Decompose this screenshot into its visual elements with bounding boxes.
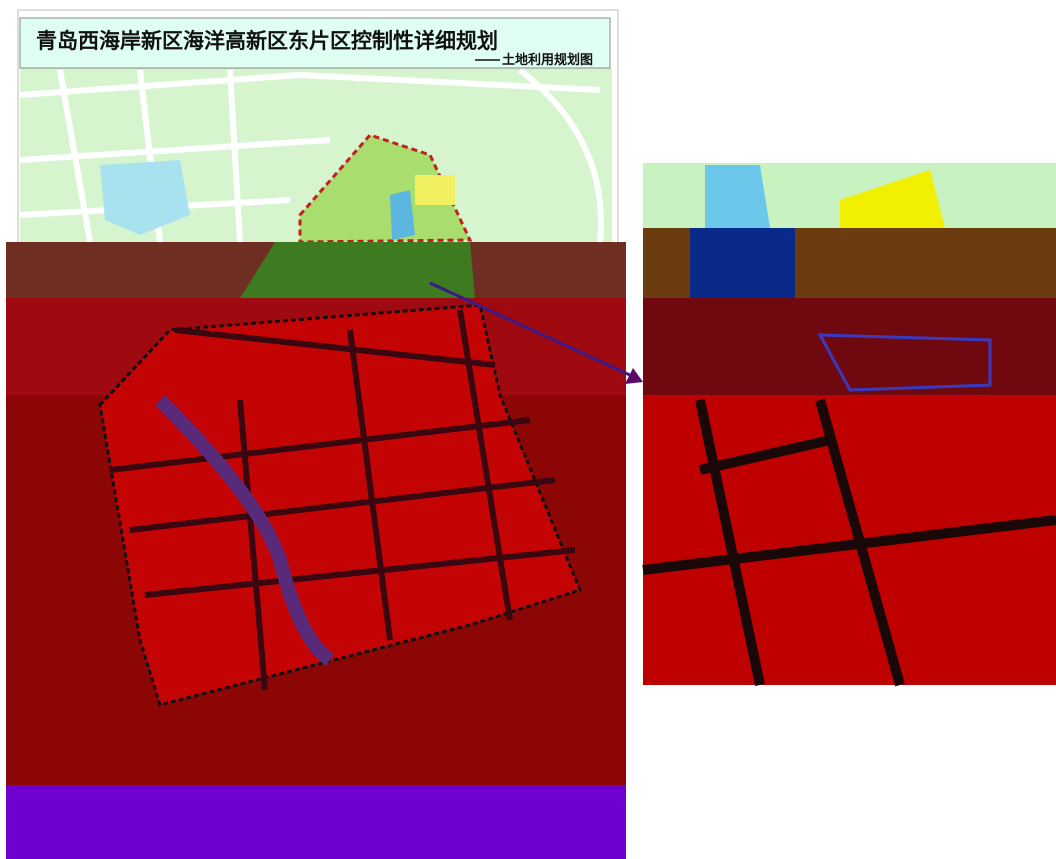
callout-arrowhead xyxy=(625,368,643,384)
band-green xyxy=(240,242,475,298)
inset-yellow xyxy=(840,170,945,228)
callout-line xyxy=(429,281,633,378)
plan-boundary-north xyxy=(298,133,473,244)
inset-red-band xyxy=(643,298,1056,395)
map-subtitle: 土地利用规划图 xyxy=(502,52,593,68)
band-purple xyxy=(6,785,626,859)
pond xyxy=(390,190,415,240)
inset-blue xyxy=(690,228,795,298)
yellow-block xyxy=(415,175,455,205)
map-title: 青岛西海岸新区海洋高新区东片区控制性详细规划 xyxy=(36,29,498,53)
title-box xyxy=(19,17,611,69)
river xyxy=(155,395,335,666)
inset-roads xyxy=(642,398,1056,687)
dark-roads xyxy=(109,309,576,691)
inset-outline xyxy=(817,333,992,392)
inset-lake xyxy=(705,165,770,228)
lake xyxy=(100,160,190,235)
